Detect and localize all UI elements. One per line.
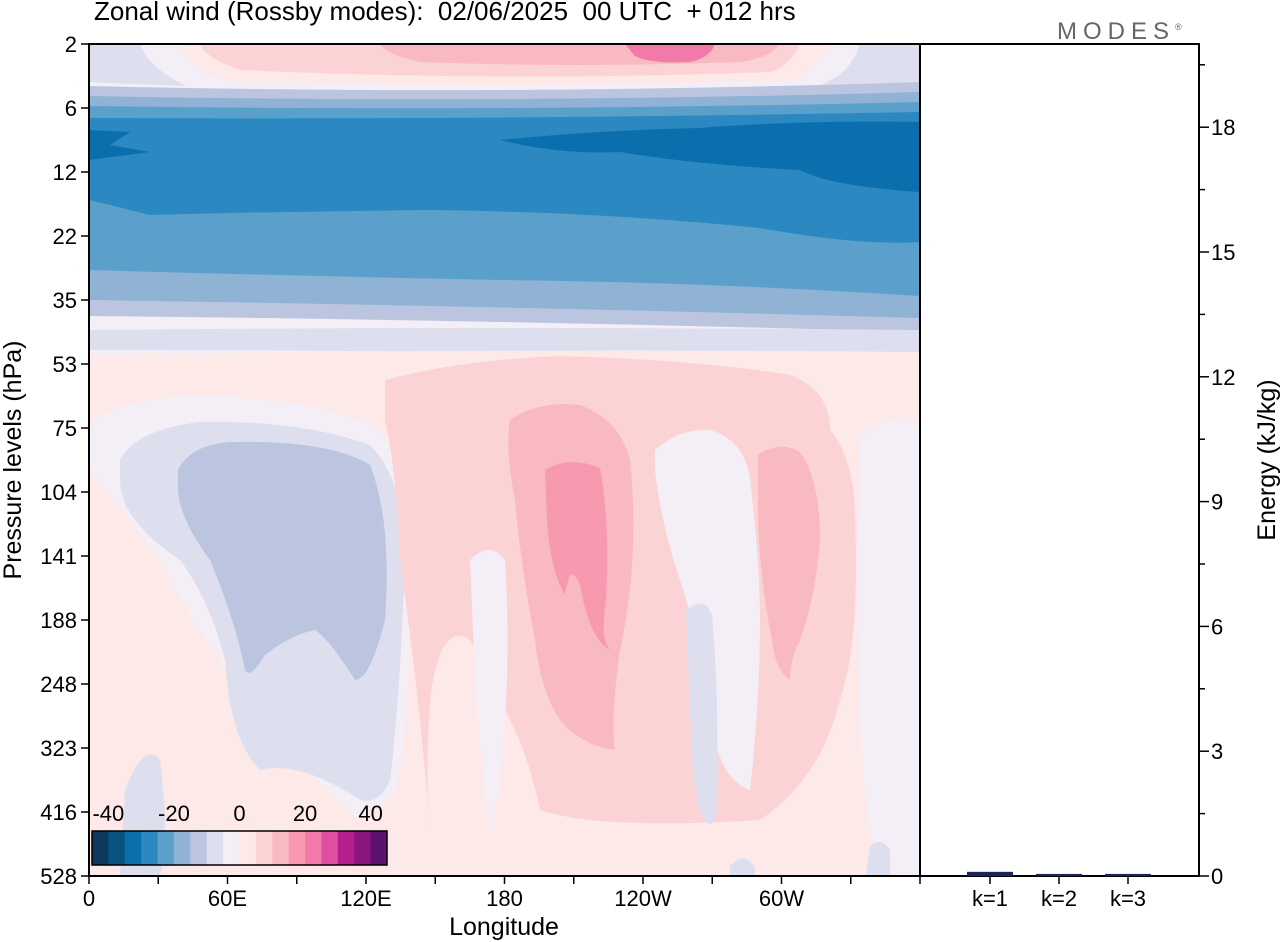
energy-tick-label: 18 <box>1211 115 1235 140</box>
colorbar-swatch <box>124 831 142 865</box>
chart-title: Zonal wind (Rossby modes): 02/06/2025 00… <box>94 0 796 26</box>
colorbar-swatch <box>272 831 290 865</box>
colorbar <box>91 830 388 866</box>
colorbar-swatch <box>354 831 372 865</box>
x-axis-label: Longitude <box>449 913 559 941</box>
energy-tick-label: 0 <box>1211 864 1223 889</box>
colorbar-swatch <box>337 831 355 865</box>
x-tick-label: 120E <box>340 886 391 911</box>
colorbar-tick-label: -20 <box>158 801 190 826</box>
heatmap-band <box>857 417 920 876</box>
energy-tick-label: 15 <box>1211 240 1235 265</box>
x-axis-ticks: 0 60E 120E 180 120W 60W <box>83 876 921 911</box>
y-tick-label: 248 <box>40 672 77 697</box>
colorbar-swatch <box>305 831 322 865</box>
colorbar-tick-label: 0 <box>233 801 245 826</box>
energy-axis-label: Energy (kJ/kg) <box>1253 379 1280 540</box>
colorbar-tick-label: -40 <box>92 801 124 826</box>
colorbar-swatch <box>206 831 224 865</box>
modes-logo: MODES® <box>1057 18 1182 45</box>
heatmap-band <box>686 603 718 824</box>
y-tick-label: 22 <box>53 224 77 249</box>
energy-tick-label: 6 <box>1211 614 1223 639</box>
colorbar-swatch <box>92 831 109 865</box>
colorbar-swatch <box>173 831 191 865</box>
energy-axis-ticks: 0 3 6 9 12 15 18 <box>1199 64 1235 889</box>
energy-bar <box>1036 873 1082 876</box>
energy-bar <box>967 871 1013 876</box>
energy-bar <box>1105 873 1151 876</box>
heatmap-band <box>500 121 920 192</box>
y-tick-label: 141 <box>40 544 77 569</box>
heatmap-band <box>866 841 890 876</box>
y-tick-label: 323 <box>40 736 77 761</box>
heatmap-band <box>470 550 508 830</box>
colorbar-swatch <box>157 831 175 865</box>
colorbar-tick-label: 20 <box>293 801 317 826</box>
heatmap-band <box>89 130 150 160</box>
heatmap-band <box>380 44 780 65</box>
energy-tick-label: 9 <box>1211 490 1223 515</box>
bar-category-label: k=3 <box>1110 886 1146 911</box>
x-tick-label: 180 <box>486 886 523 911</box>
colorbar-swatch <box>223 831 240 865</box>
colorbar-swatch <box>321 831 339 865</box>
colorbar-swatch <box>255 831 273 865</box>
heatmap-field <box>89 44 920 876</box>
energy-tick-label: 12 <box>1211 365 1235 390</box>
energy-bars: k=1 k=2 k=3 <box>967 871 1151 911</box>
colorbar-swatch <box>141 831 159 865</box>
heatmap-band <box>758 446 820 680</box>
y-tick-label: 53 <box>53 352 77 377</box>
heatmap-band <box>625 44 715 63</box>
colorbar-swatch <box>288 831 306 865</box>
x-tick-label: 120W <box>614 886 672 911</box>
energy-tick-label: 3 <box>1211 739 1223 764</box>
colorbar-swatch <box>108 831 126 865</box>
colorbar-swatch <box>239 831 257 865</box>
colorbar-swatch <box>370 831 388 865</box>
x-tick-label: 60E <box>208 886 247 911</box>
colorbar-tick-label: 40 <box>358 801 382 826</box>
y-tick-label: 2 <box>65 32 77 57</box>
x-tick-label: 60W <box>759 886 804 911</box>
y-tick-label: 188 <box>40 608 77 633</box>
x-tick-label: 0 <box>83 886 95 911</box>
colorbar-swatch <box>190 831 208 865</box>
bar-category-label: k=2 <box>1041 886 1077 911</box>
bar-panel-frame <box>919 43 1200 877</box>
heatmap-band <box>545 461 610 650</box>
heatmap-band <box>730 858 755 876</box>
colorbar-frame <box>91 830 388 866</box>
y-tick-label: 104 <box>40 480 77 505</box>
y-tick-label: 75 <box>53 416 77 441</box>
bar-category-label: k=1 <box>972 886 1008 911</box>
y-tick-label: 416 <box>40 800 77 825</box>
y-tick-label: 35 <box>53 288 77 313</box>
colorbar-tick-labels: -40 -20 0 20 40 <box>92 801 382 826</box>
y-tick-label: 12 <box>53 160 77 185</box>
y-tick-label: 528 <box>40 864 77 889</box>
y-tick-label: 6 <box>65 96 77 121</box>
heatmap-band <box>178 441 387 680</box>
y-axis-ticks: 2 6 12 22 35 53 75 104 141 188 248 323 416 528 <box>40 32 89 889</box>
y-axis-label: Pressure levels (hPa) <box>0 341 27 580</box>
